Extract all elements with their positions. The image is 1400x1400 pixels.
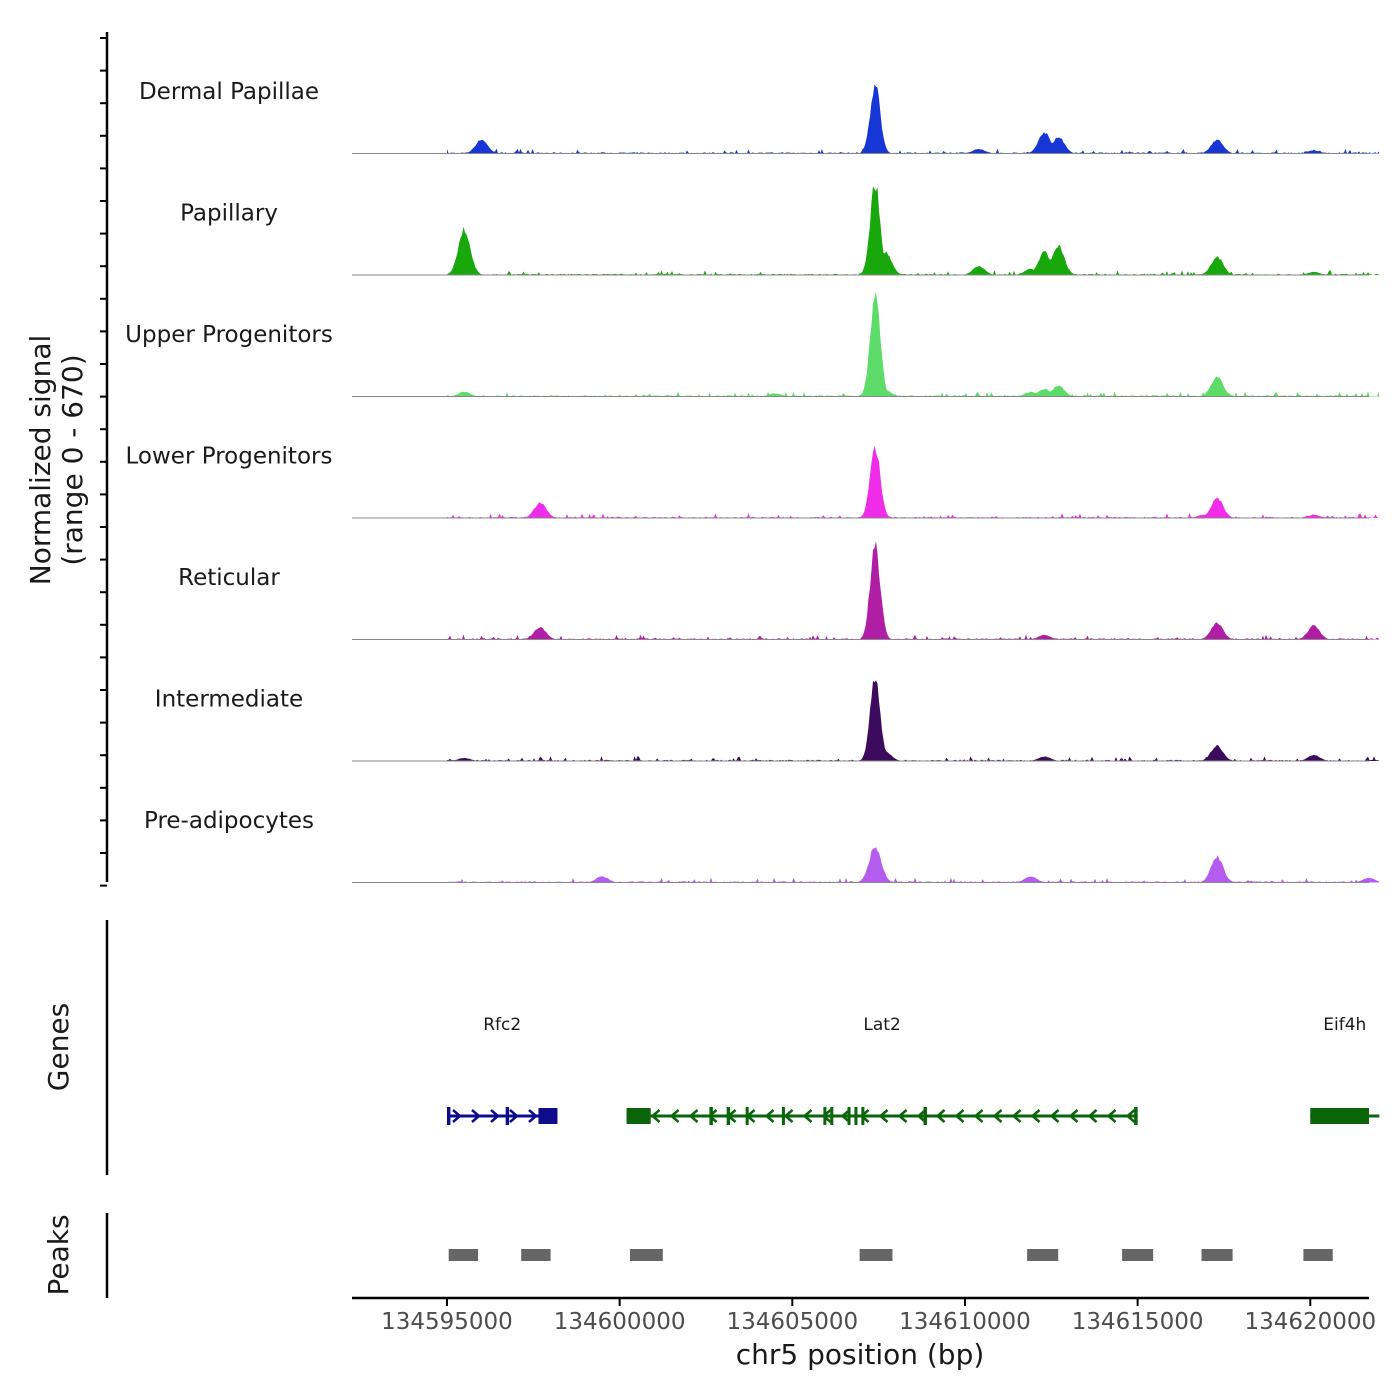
track-label: Lower Progenitors	[126, 444, 333, 470]
x-tick-label: 134595000	[381, 1309, 513, 1335]
gene-label: Lat2	[863, 1015, 900, 1035]
track-lower-progenitors: Lower Progenitors	[126, 444, 1380, 519]
peaks-panel	[448, 1249, 1333, 1261]
strand-chevron	[1125, 1109, 1136, 1123]
strand-chevron	[1011, 1109, 1022, 1123]
strand-chevron	[783, 1109, 794, 1123]
signal-area	[447, 680, 1380, 761]
signal-area	[447, 541, 1380, 640]
coverage-y-axis-ticks	[100, 37, 107, 887]
track-label: Papillary	[180, 201, 278, 227]
exon	[781, 1107, 785, 1125]
peak-region	[521, 1249, 551, 1261]
exon	[538, 1108, 558, 1124]
strand-chevron	[669, 1109, 680, 1123]
strand-chevron	[509, 1109, 519, 1123]
coverage-tracks: Dermal Papillae Papillary Upper Progenitor…	[125, 79, 1380, 883]
track-label: Intermediate	[155, 687, 303, 713]
track-label: Dermal Papillae	[139, 79, 319, 105]
peaks-panel-label: Peaks	[42, 1214, 75, 1295]
gene-lat2: Lat2	[626, 1015, 1138, 1125]
strand-chevron	[1068, 1109, 1079, 1123]
strand-chevron	[1087, 1109, 1098, 1123]
signal-area	[447, 847, 1380, 883]
exon	[823, 1107, 827, 1125]
gene-eif4h: Eif4h	[1310, 1015, 1380, 1124]
y-axis-title-line1: Normalized signal	[24, 335, 57, 586]
gene-label: Eif4h	[1323, 1015, 1366, 1035]
x-tick-label: 134605000	[726, 1309, 858, 1335]
y-axis-title: Normalized signal (range 0 - 670)	[24, 335, 89, 586]
exon	[847, 1107, 851, 1125]
track-label: Pre-adipocytes	[144, 808, 314, 834]
peak-region	[448, 1249, 479, 1261]
track-pre-adipocytes: Pre-adipocytes	[144, 808, 1380, 883]
track-label: Reticular	[178, 565, 280, 591]
peak-region	[1201, 1249, 1233, 1261]
strand-chevron	[1030, 1109, 1041, 1123]
x-tick-label: 134600000	[554, 1309, 686, 1335]
strand-chevron	[992, 1109, 1003, 1123]
exon	[505, 1107, 510, 1125]
exon	[709, 1107, 713, 1125]
peak-region	[1303, 1249, 1333, 1261]
track-dermal-papillae: Dermal Papillae	[139, 79, 1380, 154]
strand-chevron	[1106, 1109, 1117, 1123]
strand-chevron	[935, 1109, 946, 1123]
gene-label: Rfc2	[483, 1015, 521, 1035]
gene-rfc2: Rfc2	[446, 1015, 558, 1125]
exon	[745, 1107, 749, 1125]
signal-area	[447, 292, 1380, 397]
strand-chevron	[490, 1109, 500, 1123]
strand-chevron	[802, 1109, 813, 1123]
exon	[830, 1107, 834, 1125]
exon	[861, 1107, 865, 1125]
signal-area	[447, 186, 1380, 275]
strand-chevron	[764, 1109, 775, 1123]
peak-region	[1027, 1249, 1059, 1261]
strand-chevron	[1049, 1109, 1060, 1123]
track-intermediate: Intermediate	[155, 680, 1380, 762]
signal-area	[447, 84, 1380, 154]
exon	[626, 1108, 651, 1124]
x-tick-label: 134615000	[1072, 1309, 1204, 1335]
exon	[726, 1107, 731, 1125]
peak-region	[859, 1249, 893, 1261]
y-axis-title-line2: (range 0 - 670)	[56, 354, 89, 565]
exon	[923, 1107, 927, 1125]
peak-region	[1122, 1249, 1154, 1261]
peak-region	[629, 1249, 663, 1261]
gene-annotation-panel: Rfc2 Lat2 Eif4h	[446, 1015, 1380, 1125]
strand-chevron	[471, 1109, 481, 1123]
x-tick-label: 134620000	[1244, 1309, 1376, 1335]
strand-chevron	[897, 1109, 908, 1123]
genes-panel-label: Genes	[42, 1003, 75, 1091]
track-label: Upper Progenitors	[125, 322, 333, 348]
strand-chevron	[916, 1109, 927, 1123]
x-axis-title: chr5 position (bp)	[736, 1338, 985, 1371]
track-upper-progenitors: Upper Progenitors	[125, 292, 1380, 397]
strand-chevron	[973, 1109, 984, 1123]
exon	[446, 1107, 451, 1125]
strand-chevron	[650, 1109, 661, 1123]
strand-chevron	[452, 1109, 462, 1123]
track-papillary: Papillary	[180, 186, 1380, 276]
strand-chevron	[528, 1109, 538, 1123]
strand-chevron	[954, 1109, 965, 1123]
strand-chevron	[840, 1109, 851, 1123]
strand-chevron	[878, 1109, 889, 1123]
x-tick-label: 134610000	[899, 1309, 1031, 1335]
signal-area	[447, 445, 1380, 518]
exon	[1134, 1107, 1138, 1125]
track-reticular: Reticular	[178, 541, 1380, 640]
exon	[1310, 1108, 1369, 1124]
x-axis-ticks: 134595000 134600000 134605000 134610000 1346…	[381, 1298, 1376, 1335]
strand-chevron	[688, 1109, 699, 1123]
exon	[854, 1107, 858, 1125]
